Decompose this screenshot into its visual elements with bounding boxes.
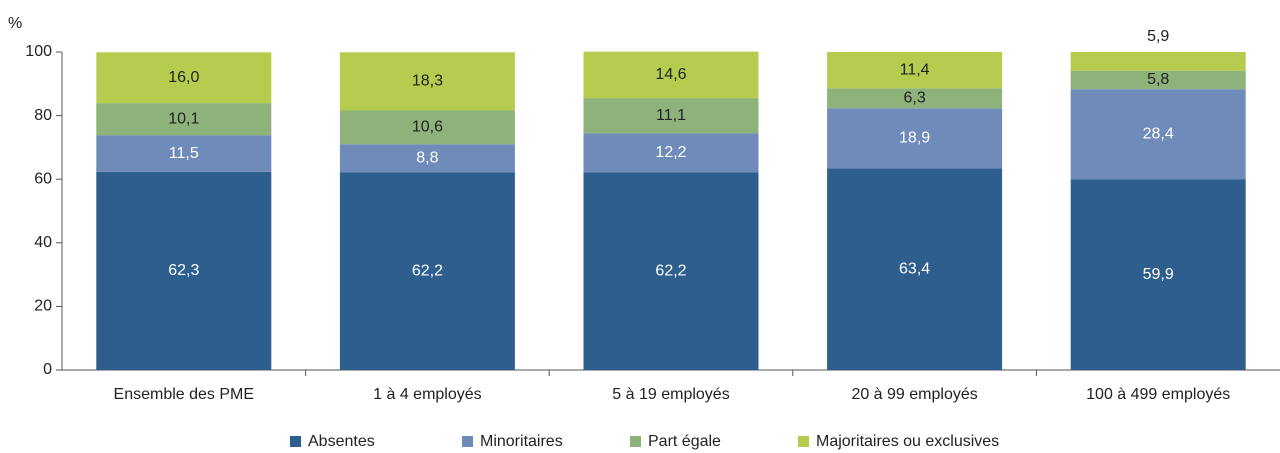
data-label: 63,4: [899, 260, 930, 277]
x-tick-label: 5 à 19 employés: [612, 386, 729, 403]
bar-segment: [827, 88, 1003, 109]
data-label: 59,9: [1143, 266, 1174, 283]
y-tick-label: 80: [34, 107, 52, 124]
data-label: 18,9: [899, 130, 930, 147]
bar-segment: [339, 172, 515, 370]
bar-segment: [1070, 70, 1246, 90]
legend-swatch: [290, 436, 301, 447]
data-label: 5,9: [1147, 28, 1169, 45]
bar-segment: [96, 103, 272, 136]
bar-segment: [339, 144, 515, 173]
y-axis-label: %: [8, 15, 22, 32]
legend-label: Minoritaires: [480, 433, 563, 450]
legend-label: Part égale: [648, 433, 721, 450]
bar-segment: [339, 52, 515, 111]
data-label: 8,8: [416, 149, 438, 166]
bar-segment: [339, 110, 515, 145]
data-label: 62,2: [655, 262, 686, 279]
data-label: 11,4: [900, 61, 930, 78]
data-label: 62,3: [168, 262, 199, 279]
data-label: 10,1: [168, 110, 199, 127]
bar-segment: [96, 135, 272, 172]
y-tick-label: 100: [25, 43, 52, 60]
y-tick-label: 40: [34, 234, 52, 251]
bar-segment: [1070, 52, 1246, 71]
data-label: 14,6: [655, 66, 686, 83]
bar-segment: [1070, 179, 1246, 370]
y-tick-label: 0: [43, 361, 52, 378]
y-tick-label: 20: [34, 298, 52, 315]
bar-segment: [827, 168, 1003, 370]
data-label: 28,4: [1143, 126, 1174, 143]
data-label: 10,6: [412, 119, 443, 136]
bar-segment: [96, 52, 272, 104]
bar-segment: [827, 52, 1003, 89]
legend-swatch: [798, 436, 809, 447]
data-label: 18,3: [412, 73, 443, 90]
legend-label: Majoritaires ou exclusives: [816, 433, 999, 450]
y-tick-label: 60: [34, 170, 52, 187]
bar-segment: [583, 133, 759, 173]
data-label: 16,0: [168, 69, 199, 86]
x-tick-label: 20 à 99 employés: [851, 386, 977, 403]
legend-swatch: [462, 436, 473, 447]
bar-segment: [583, 98, 759, 134]
legend-swatch: [630, 436, 641, 447]
data-label: 62,2: [412, 262, 443, 279]
legend-label: Absentes: [308, 433, 375, 450]
data-label: 5,8: [1147, 71, 1169, 88]
data-label: 12,2: [655, 144, 686, 161]
bar-segment: [96, 171, 272, 370]
bar-segment: [1070, 89, 1246, 180]
bar-segment: [583, 51, 759, 99]
bar-segment: [827, 108, 1003, 169]
x-tick-label: 100 à 499 employés: [1086, 386, 1230, 403]
x-tick-label: Ensemble des PME: [114, 386, 255, 403]
data-label: 6,3: [903, 89, 925, 106]
x-tick-label: 1 à 4 employés: [373, 386, 482, 403]
data-label: 11,1: [656, 107, 686, 124]
data-label: 11,5: [169, 145, 199, 162]
bar-segment: [583, 172, 759, 370]
